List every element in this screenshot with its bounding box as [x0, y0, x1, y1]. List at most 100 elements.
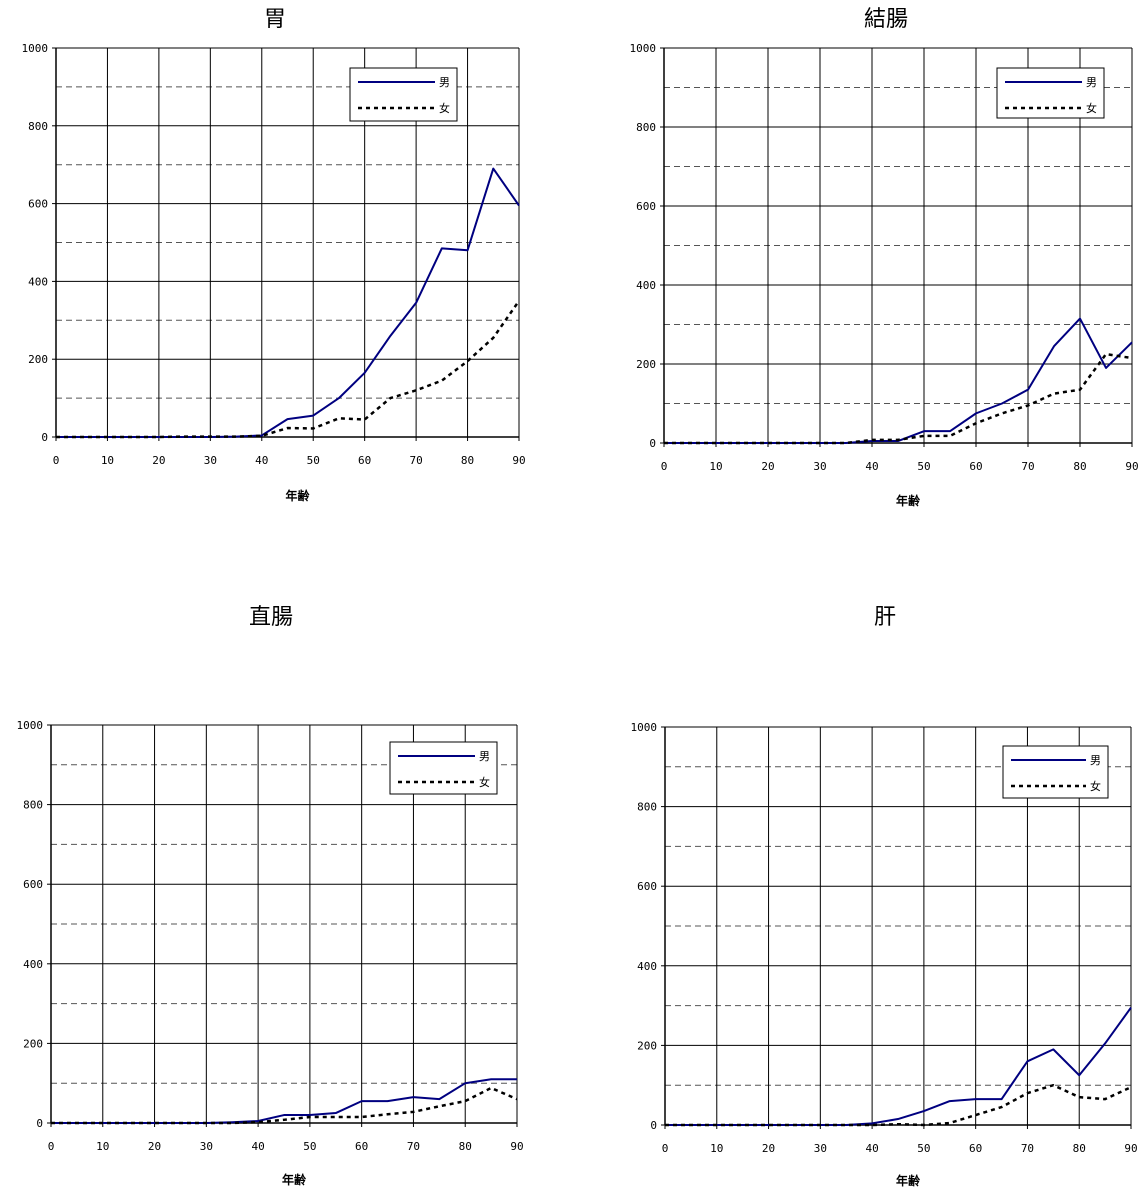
legend-box: [996, 67, 1105, 119]
x-tick-label: 90: [1124, 1142, 1137, 1155]
chart-title: 直腸: [249, 605, 293, 630]
chart-svg: 胃 0 200 400 600 800 1000 0 10 20 30 40 50 60 70 80 90 年齢 男…: [22, 7, 526, 503]
legend-label: 男: [1090, 754, 1101, 767]
y-tick-label: 400: [23, 958, 43, 971]
x-tick-label: 40: [865, 460, 878, 473]
y-tick-label: 1000: [631, 721, 658, 734]
x-tick-label: 30: [814, 1142, 827, 1155]
x-tick-label: 70: [407, 1140, 420, 1153]
x-tick-label: 60: [969, 460, 982, 473]
series-line-female: [664, 352, 1133, 445]
x-axis-label: 年齢: [285, 488, 310, 503]
legend-label: 女: [1086, 101, 1097, 115]
x-tick-label: 10: [101, 454, 114, 467]
y-tick-label: 600: [28, 198, 48, 211]
x-tick-label: 20: [148, 1140, 161, 1153]
x-tick-label: 60: [355, 1140, 368, 1153]
x-tick-label: 10: [709, 460, 722, 473]
chart-panel-colon: 結腸 0 200 400 600 800 1000 0 10 20 30 40 50 60 70 80 90 年齢…: [570, 0, 1139, 598]
x-tick-label: 70: [409, 454, 422, 467]
x-tick-label: 40: [255, 454, 268, 467]
x-tick-label: 70: [1021, 460, 1034, 473]
x-tick-label: 60: [969, 1142, 982, 1155]
chart-svg: 結腸 0 200 400 600 800 1000 0 10 20 30 40 50 60 70 80 90 年齢…: [630, 7, 1139, 508]
legend-label: 男: [1086, 76, 1097, 89]
y-tick-label: 0: [649, 437, 656, 450]
legend-box: [1002, 745, 1109, 799]
y-tick-label: 800: [28, 120, 48, 133]
y-tick-label: 200: [636, 358, 656, 371]
x-tick-label: 30: [200, 1140, 213, 1153]
y-tick-label: 400: [636, 279, 656, 292]
x-tick-label: 80: [1073, 1142, 1086, 1155]
x-tick-label: 0: [662, 1142, 669, 1155]
x-tick-label: 30: [204, 454, 217, 467]
x-tick-label: 40: [865, 1142, 878, 1155]
chart-title: 肝: [874, 605, 896, 630]
legend: 男女: [349, 67, 458, 122]
legend-label: 男: [439, 76, 450, 89]
y-tick-label: 600: [23, 878, 43, 891]
y-tick-label: 200: [28, 353, 48, 366]
x-tick-label: 50: [917, 1142, 930, 1155]
y-tick-label: 0: [41, 431, 48, 444]
y-tick-label: 800: [637, 801, 657, 814]
x-tick-label: 10: [96, 1140, 109, 1153]
x-tick-label: 40: [251, 1140, 264, 1153]
chart-svg: 肝 0 200 400 600 800 1000 0 10 20 30 40 50 60 70 80 90 年齢 男…: [631, 605, 1138, 1188]
y-tick-label: 400: [28, 275, 48, 288]
x-tick-label: 90: [1125, 460, 1138, 473]
x-tick-label: 70: [1021, 1142, 1034, 1155]
x-axis-label: 年齢: [282, 1172, 307, 1187]
x-tick-label: 10: [710, 1142, 723, 1155]
y-tick-label: 800: [636, 121, 656, 134]
x-tick-label: 20: [761, 460, 774, 473]
x-tick-label: 90: [510, 1140, 523, 1153]
y-tick-label: 200: [637, 1039, 657, 1052]
series-line-male: [664, 317, 1133, 444]
legend-label: 女: [1090, 779, 1101, 793]
legend-label: 女: [439, 101, 450, 115]
x-tick-label: 20: [152, 454, 165, 467]
legend: 男女: [996, 67, 1105, 119]
chart-panel-liver: 肝 0 200 400 600 800 1000 0 10 20 30 40 50 60 70 80 90 年齢 男…: [570, 598, 1139, 1196]
chart-title: 結腸: [864, 7, 908, 32]
series-line-male: [51, 1078, 517, 1124]
x-tick-label: 50: [303, 1140, 316, 1153]
y-tick-label: 0: [650, 1119, 657, 1132]
y-tick-label: 600: [637, 880, 657, 893]
chart-panel-stomach: 胃 0 200 400 600 800 1000 0 10 20 30 40 50 60 70 80 90 年齢 男…: [0, 0, 570, 598]
y-tick-label: 1000: [17, 719, 44, 732]
legend-label: 男: [479, 750, 490, 763]
x-tick-label: 0: [53, 454, 60, 467]
x-tick-label: 90: [512, 454, 525, 467]
x-tick-label: 20: [762, 1142, 775, 1155]
series-line-male: [56, 167, 520, 438]
y-tick-label: 400: [637, 960, 657, 973]
x-tick-label: 60: [358, 454, 371, 467]
series-line-female: [56, 300, 521, 439]
x-tick-label: 0: [661, 460, 668, 473]
x-axis-label: 年齢: [896, 1173, 921, 1188]
legend: 男女: [1002, 745, 1109, 799]
chart-panel-rectum: 直腸 0 200 400 600 800 1000 0 10 20 30 40 50 60 70 80 90 年齢…: [0, 598, 570, 1196]
y-tick-label: 0: [36, 1117, 43, 1130]
legend-box: [389, 741, 498, 795]
x-axis-label: 年齢: [896, 493, 921, 508]
legend-box: [349, 67, 458, 122]
x-tick-label: 30: [813, 460, 826, 473]
x-tick-label: 50: [917, 460, 930, 473]
legend: 男女: [389, 741, 498, 795]
x-tick-label: 80: [1073, 460, 1086, 473]
chart-title: 胃: [264, 7, 286, 32]
y-tick-label: 600: [636, 200, 656, 213]
legend-label: 女: [479, 775, 490, 789]
x-tick-label: 50: [307, 454, 320, 467]
chart-svg: 直腸 0 200 400 600 800 1000 0 10 20 30 40 50 60 70 80 90 年齢…: [17, 605, 524, 1187]
x-tick-label: 80: [459, 1140, 472, 1153]
series-line-male: [665, 1007, 1132, 1126]
y-tick-label: 800: [23, 799, 43, 812]
y-tick-label: 1000: [22, 42, 49, 55]
x-tick-label: 0: [48, 1140, 55, 1153]
y-tick-label: 200: [23, 1037, 43, 1050]
